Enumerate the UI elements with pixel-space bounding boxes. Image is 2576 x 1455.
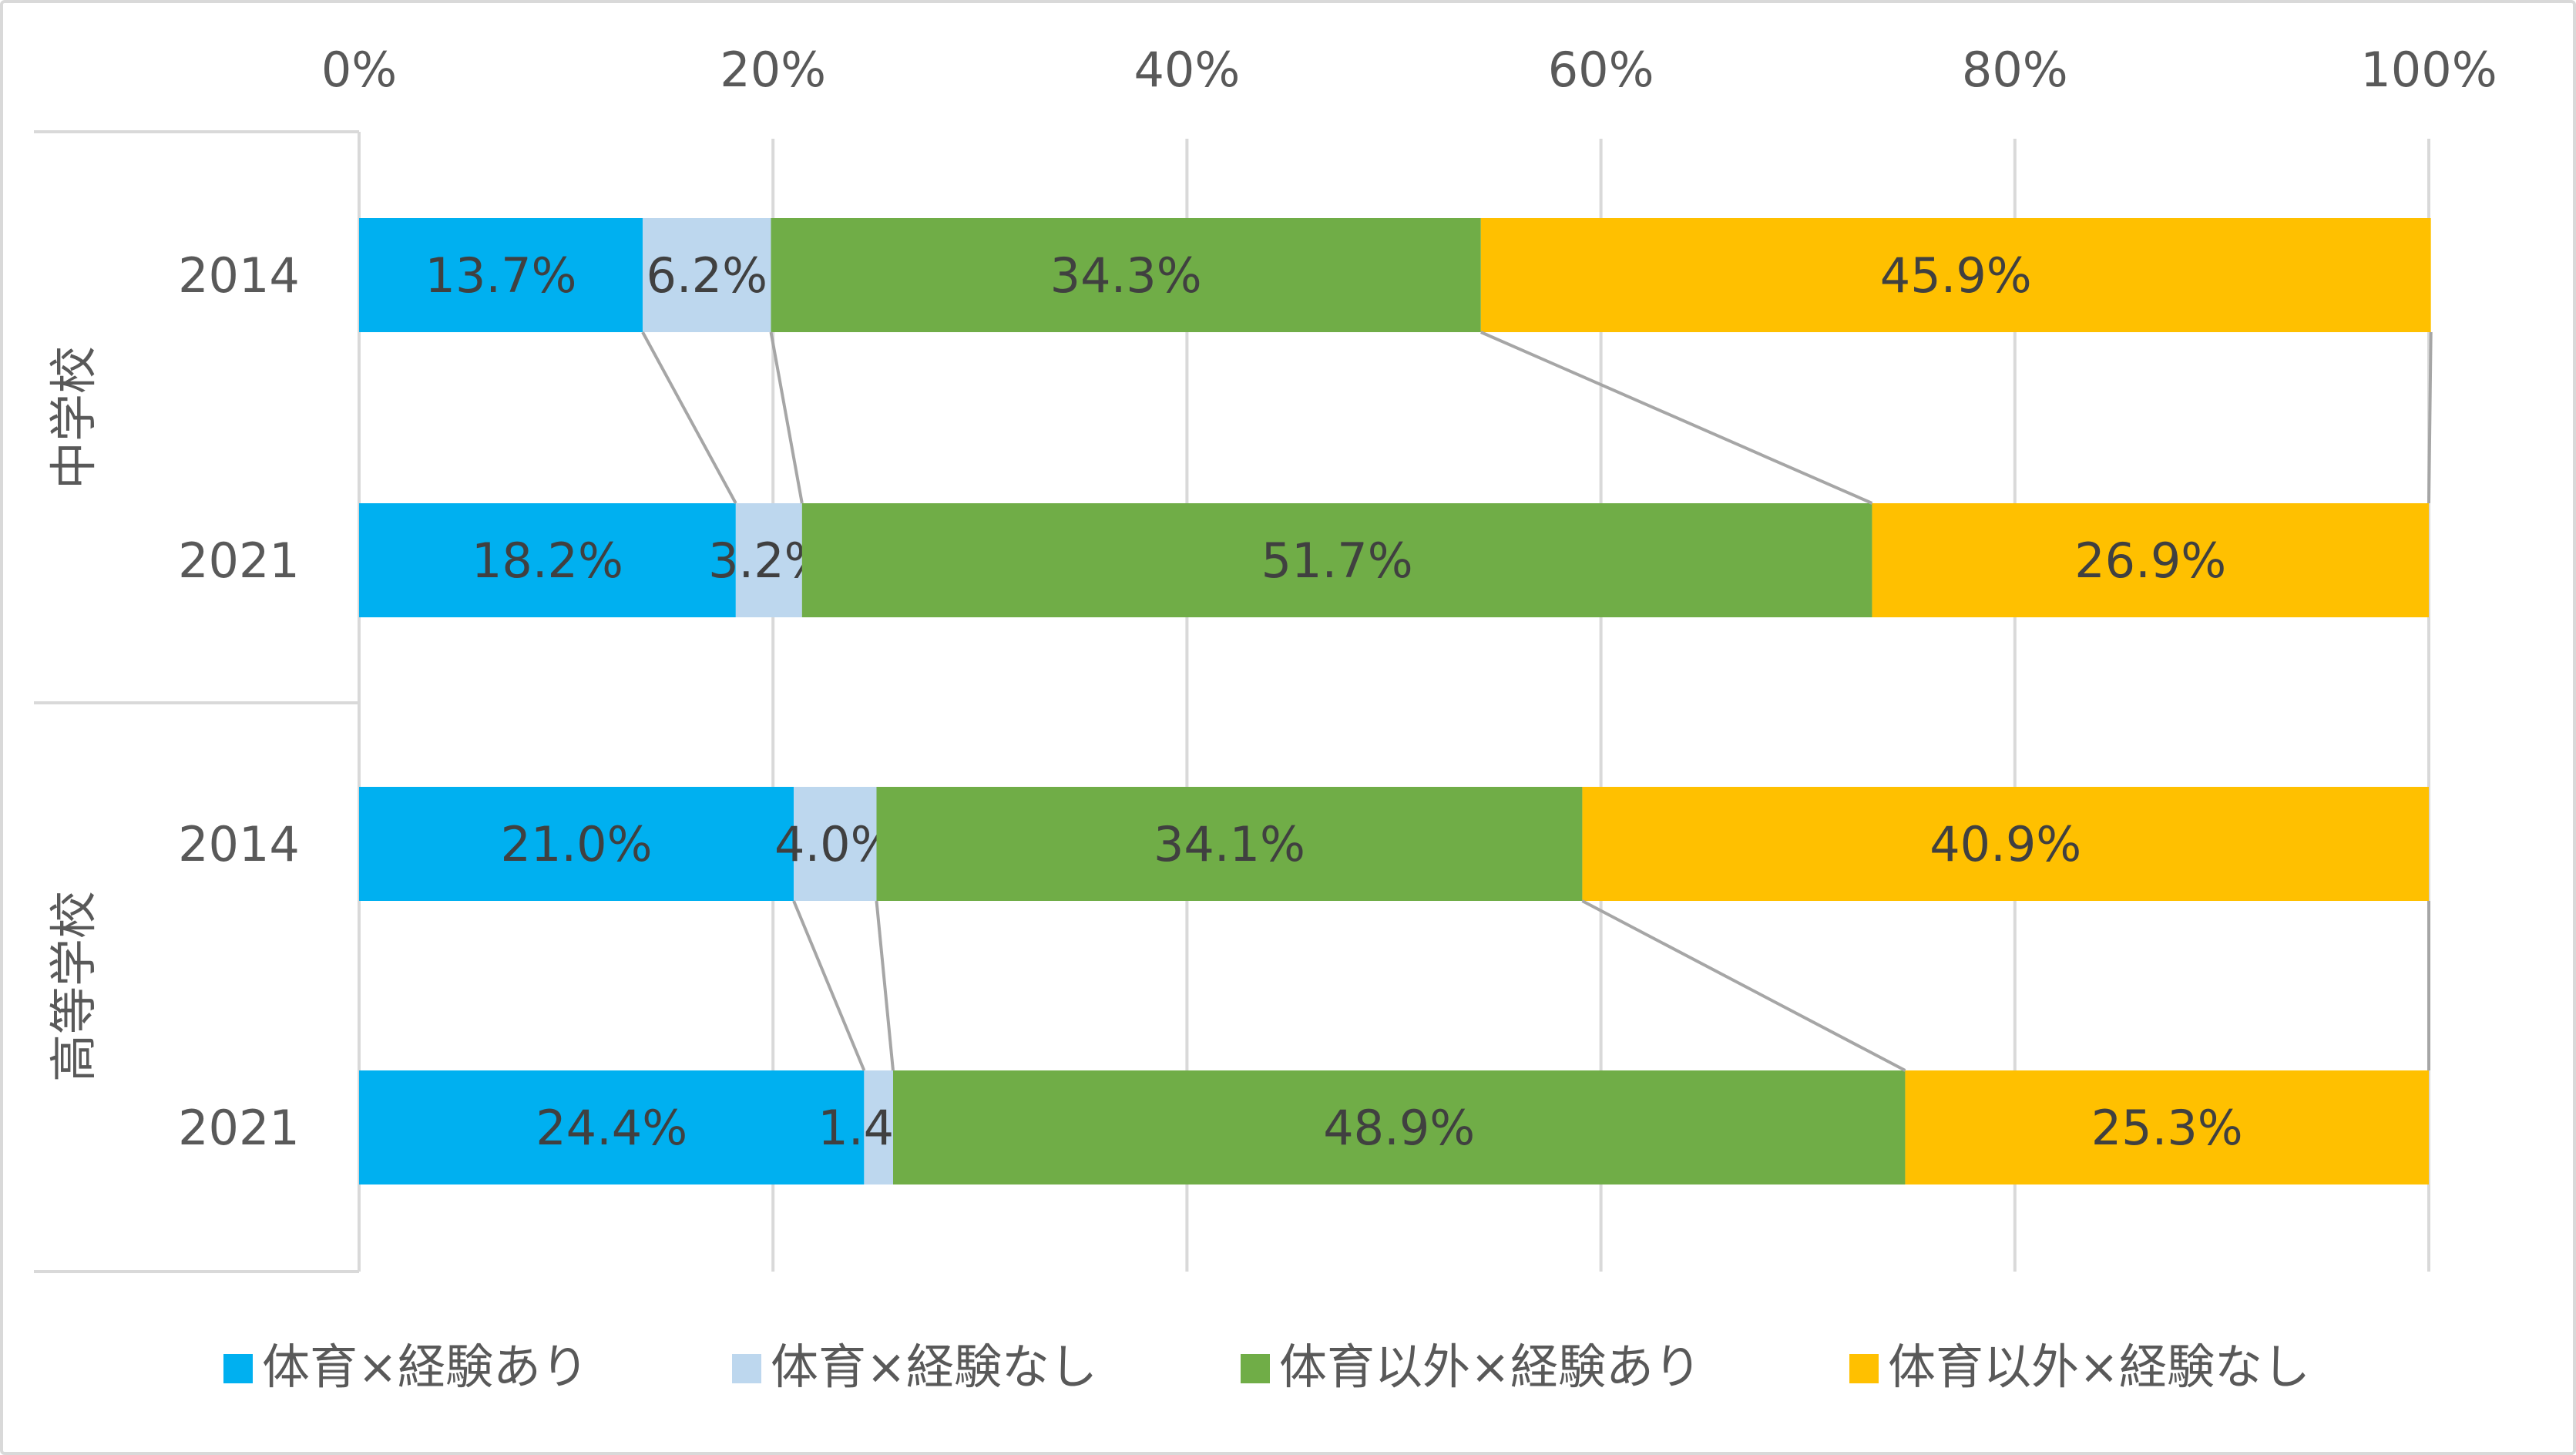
data-label: 34.1% [1154,816,1305,872]
bar-segment [642,218,771,332]
bar-segment [359,218,643,332]
data-label: 34.3% [1050,247,1202,304]
legend-swatch [1241,1354,1270,1383]
data-label: 45.9% [1880,247,2032,304]
series-line [641,331,737,504]
bar-segment [735,503,802,617]
data-label: 25.3% [2091,1100,2243,1156]
bar-segment [359,1070,865,1184]
group-label: 中学校 [45,346,102,489]
legend-label: 体育×経験なし [771,1339,1097,1395]
data-label: 4.0% [774,816,896,872]
bar-segment [771,218,1481,332]
legend-label: 体育以外×経験あり [1279,1339,1701,1395]
data-label: 40.9% [1929,816,2081,872]
data-label: 18.2% [472,533,623,589]
bar-segment [864,1070,893,1184]
bar-segment [801,503,1872,617]
series-line [792,900,866,1071]
bar-segment [1582,787,2429,901]
data-label: 6.2% [646,247,767,304]
bar-segment [1905,1070,2429,1184]
series-line [875,900,895,1071]
data-label: 24.4% [536,1100,687,1156]
bar-segment [359,787,794,901]
category-label: 2021 [178,1100,300,1156]
bar-segment [1480,218,2431,332]
series-line [2427,331,2433,504]
series-line [1480,331,1873,505]
legend-label: 体育×経験あり [262,1339,589,1395]
legend-label: 体育以外×経験なし [1888,1339,2310,1395]
category-label: 2014 [178,247,300,304]
bar-segment [876,787,1583,901]
bar-segment [892,1070,1906,1184]
category-label: 2014 [178,816,300,872]
series-line [1581,899,1906,1072]
bar-segment [1872,503,2429,617]
data-label: 48.9% [1323,1100,1475,1156]
data-label: 51.7% [1261,533,1413,589]
series-line [769,331,804,504]
bar-segment [359,503,736,617]
data-label: 21.0% [501,816,653,872]
bar-segment [794,787,877,901]
x-tick-label: 60% [1548,42,1654,98]
x-tick-label: 20% [720,42,826,98]
data-label: 26.9% [2074,533,2226,589]
legend-swatch [223,1354,253,1383]
x-tick-label: 0% [321,42,397,98]
category-label: 2021 [178,533,300,589]
legend-swatch [732,1354,761,1383]
x-tick-label: 80% [1962,42,2068,98]
legend-swatch [1849,1354,1879,1383]
x-tick-label: 40% [1134,42,1240,98]
group-label: 高等学校 [45,891,102,1082]
x-tick-label: 100% [2360,42,2497,98]
data-label: 13.7% [425,247,577,304]
